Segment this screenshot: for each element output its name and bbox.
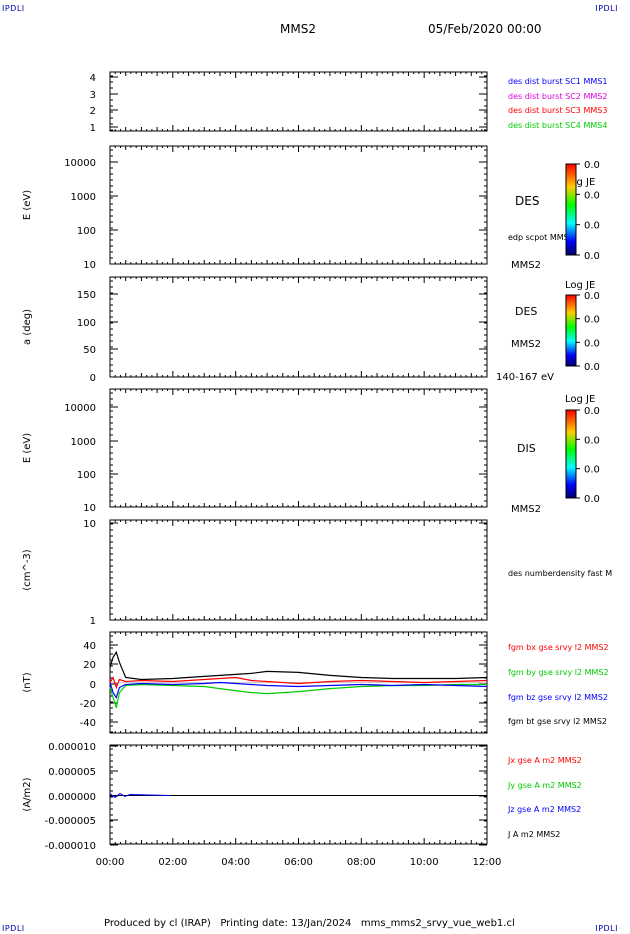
x-tick-label: 00:00 (96, 857, 125, 868)
colorbar-tick-label: 0.0 (584, 338, 600, 349)
legend-entry: des dist burst SC1 MMS1 (508, 77, 607, 86)
panel-side-label: DIS (517, 442, 536, 455)
y-tick-label: 0.000005 (48, 767, 96, 778)
legend-entry: fgm bt gse srvy l2 MMS2 (508, 717, 607, 726)
y-tick-label: 10 (83, 260, 96, 271)
x-tick-label: 12:00 (473, 857, 502, 868)
panel-side-label: DES (515, 305, 537, 318)
y-tick-label: 0 (90, 373, 96, 384)
legend-entry: fgm by gse srvy l2 MMS2 (508, 668, 609, 677)
legend-entry: Jz gse A m2 MMS2 (507, 805, 581, 814)
legend-entry: des dist burst SC2 MMS2 (508, 92, 607, 101)
legend-entry: fgm bx gse srvy l2 MMS2 (508, 643, 609, 652)
y-tick-label: 150 (77, 290, 96, 301)
colorbar-tick-label: 0.0 (584, 251, 600, 262)
corner-label-bottom-right: IPDLI (595, 924, 618, 933)
panel-4-frame (109, 388, 488, 508)
series-line-by (109, 683, 487, 708)
y-tick-label: -20 (80, 699, 96, 710)
panel-2-frame (109, 145, 488, 265)
y-axis-label: (A/m2) (22, 777, 33, 811)
y-tick-label: 1000 (71, 437, 96, 448)
spacecraft-title: MMS2 (280, 22, 316, 36)
legend-entry: des dist burst SC4 MMS4 (508, 121, 607, 130)
colorbar-tick-label: 0.0 (584, 160, 600, 171)
colorbar-title: Log JE (565, 280, 595, 291)
colorbar (565, 409, 577, 499)
legend-entry: fgm bz gse srvy l2 MMS2 (508, 693, 608, 702)
panel-7-frame (109, 744, 488, 845)
y-axis-label: E (eV) (22, 190, 33, 220)
x-tick-label: 04:00 (221, 857, 250, 868)
y-tick-label: 10 (83, 503, 96, 514)
panel-side-label: 140-167 eV (496, 372, 554, 383)
y-tick-label: 20 (83, 660, 96, 671)
colorbar-tick-label: 0.0 (584, 291, 600, 302)
y-axis-label: a (deg) (22, 309, 33, 345)
series-line-bz (109, 681, 488, 700)
panel-side-label: MMS2 (511, 339, 541, 350)
y-tick-label: 10000 (64, 158, 96, 169)
y-tick-label: -0.000005 (45, 816, 96, 827)
panel-side-label: edp scpot MMS2 (508, 233, 574, 242)
y-tick-label: 3 (90, 90, 96, 101)
y-tick-label: 1 (90, 123, 96, 134)
panel-1-frame (109, 71, 488, 132)
y-tick-label: -40 (80, 718, 96, 729)
y-tick-label: 1000 (71, 192, 96, 203)
date-title: 05/Feb/2020 00:00 (428, 22, 542, 36)
series-line-jz (109, 792, 171, 799)
legend-entry: J A m2 MMS2 (507, 830, 560, 839)
y-tick-label: 4 (90, 73, 96, 84)
panel-side-label: MMS2 (511, 260, 541, 271)
y-tick-label: 0.000000 (48, 792, 96, 803)
panel-5-frame (109, 519, 488, 621)
y-tick-label: 40 (83, 641, 96, 652)
y-tick-label: 0.000010 (48, 742, 96, 753)
y-tick-label: 10 (83, 519, 96, 530)
y-axis-label: E (eV) (22, 433, 33, 463)
y-tick-label: 50 (83, 345, 96, 356)
x-tick-label: 06:00 (284, 857, 313, 868)
corner-label-bottom-left: IPDLI (2, 924, 25, 933)
colorbar-tick-label: 0.0 (584, 435, 600, 446)
y-tick-label: 1 (90, 616, 96, 627)
y-tick-label: 2 (90, 106, 96, 117)
panel-side-label: DES (515, 194, 539, 208)
colorbar-tick-label: 0.0 (584, 406, 600, 417)
colorbar-title: Log JE (565, 177, 595, 188)
colorbar-tick-label: 0.0 (584, 315, 600, 326)
corner-label-top-right: IPDLI (595, 4, 618, 13)
y-tick-label: 100 (77, 470, 96, 481)
colorbar-tick-label: 0.0 (584, 494, 600, 505)
y-tick-label: 0 (90, 680, 96, 691)
colorbar-tick-label: 0.0 (584, 190, 600, 201)
colorbar-tick-label: 0.0 (584, 465, 600, 476)
colorbar (565, 163, 577, 256)
footer-info: Produced by cl (IRAP) Printing date: 13/… (104, 918, 515, 929)
y-tick-label: -0.000010 (45, 841, 96, 852)
y-tick-label: 100 (77, 226, 96, 237)
series-line-bx (109, 676, 488, 690)
legend-entry: Jy gse A m2 MMS2 (507, 781, 582, 790)
x-tick-label: 02:00 (158, 857, 187, 868)
x-tick-label: 08:00 (347, 857, 376, 868)
panel-side-label: MMS2 (511, 504, 541, 515)
colorbar-tick-label: 0.0 (584, 221, 600, 232)
legend-entry: des dist burst SC3 MMS3 (508, 106, 607, 115)
y-axis-label: (nT) (22, 672, 33, 692)
y-tick-label: 10000 (64, 403, 96, 414)
legend-entry: Jx gse A m2 MMS2 (507, 756, 582, 765)
corner-label-top-left: IPDLI (2, 4, 25, 13)
series-line-bt (109, 650, 488, 681)
x-tick-label: 10:00 (410, 857, 439, 868)
panel-3-frame (109, 276, 488, 378)
colorbar-tick-label: 0.0 (584, 362, 600, 373)
y-tick-label: 100 (77, 318, 96, 329)
legend-entry: des numberdensity fast M (508, 569, 612, 578)
colorbar-title: Log JE (565, 394, 595, 405)
y-axis-label: (cm^-3) (22, 549, 33, 590)
colorbar (565, 294, 577, 367)
